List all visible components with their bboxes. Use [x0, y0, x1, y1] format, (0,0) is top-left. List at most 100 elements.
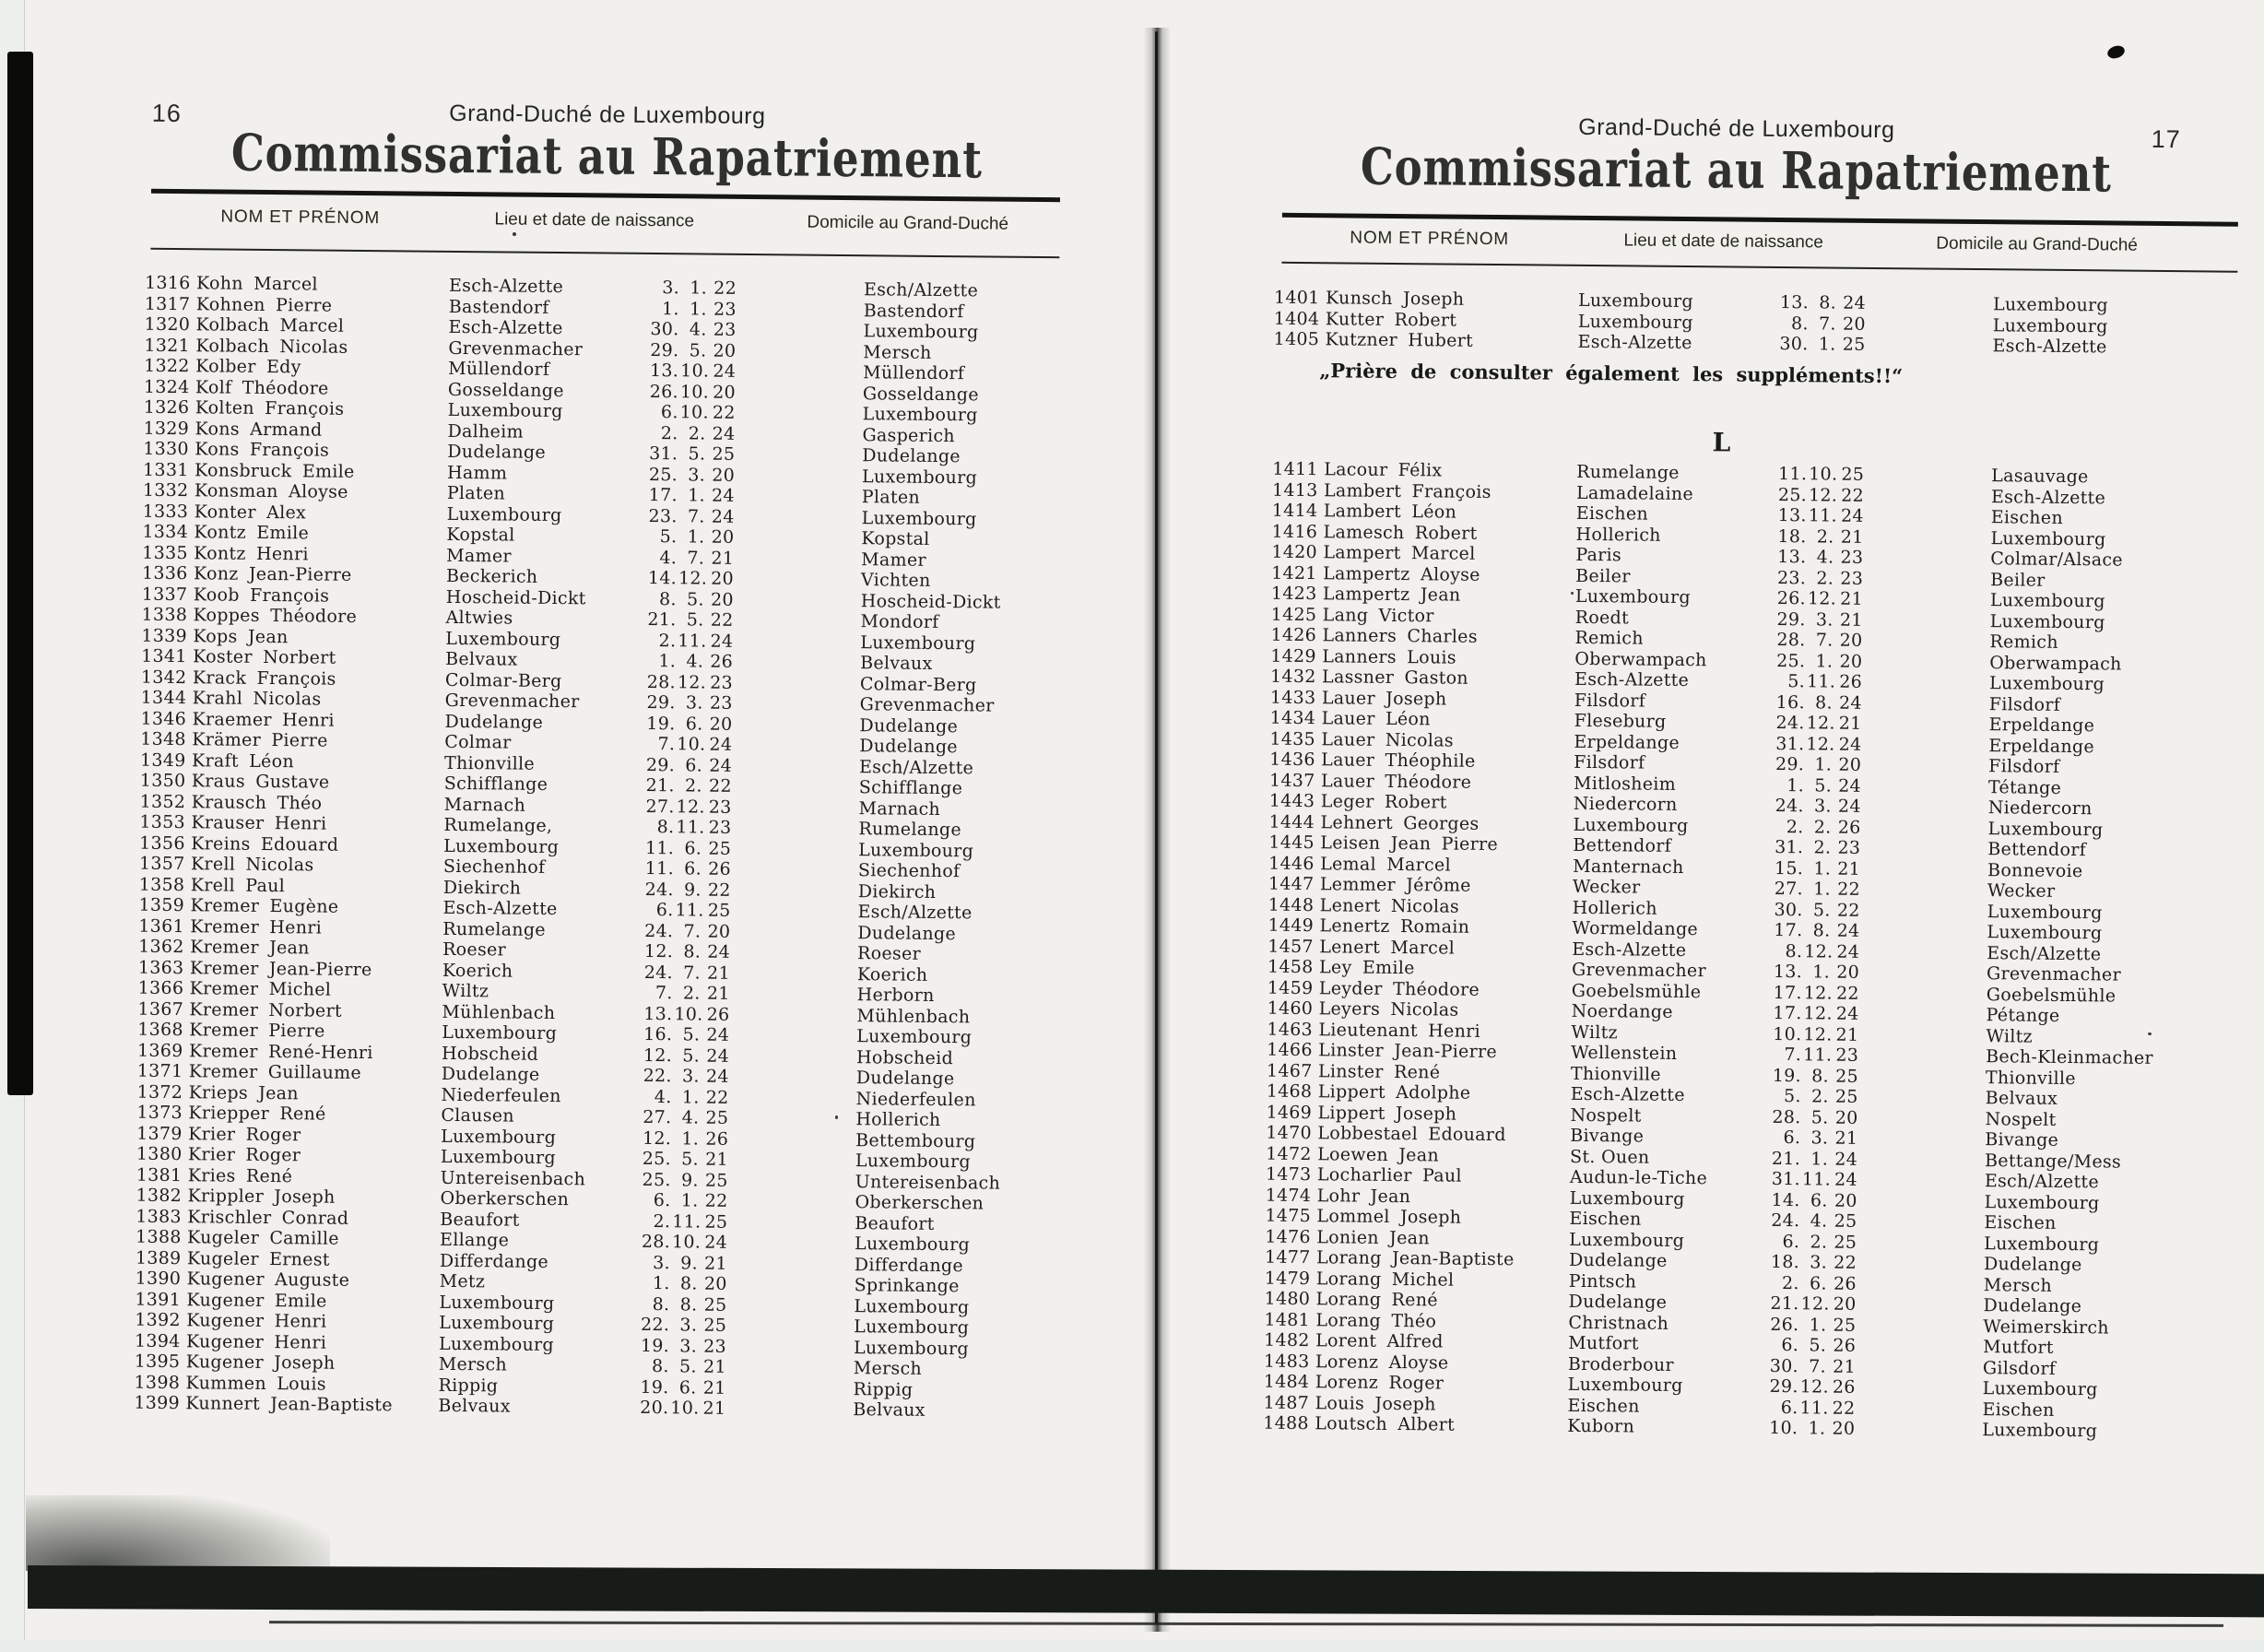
birth-year: 21	[706, 983, 730, 1004]
birth-place: Eischen	[1567, 1395, 1640, 1417]
birth-place: Luxembourg	[439, 1292, 555, 1314]
birth-day: 26.	[1776, 587, 1807, 609]
birth-year: 21	[702, 1377, 726, 1398]
birth-month: 1.	[688, 485, 705, 506]
birth-day: 8.	[1785, 940, 1803, 962]
birth-place: Gosseldange	[447, 379, 564, 401]
row-number: 1482	[1264, 1329, 1310, 1351]
person-name: Lommel Joseph	[1316, 1206, 1462, 1228]
person-name: Lorenz Aloyse	[1315, 1351, 1449, 1374]
birth-year: 26	[1832, 1376, 1856, 1398]
birth-year: 24	[1837, 796, 1861, 817]
row-number: 1373	[136, 1102, 183, 1124]
domicile: Luxembourg	[1992, 294, 2109, 316]
table-body-top: 1401 Kunsch Joseph Luxembourg 13. 8. 24 Luxemb…	[1273, 288, 2242, 360]
birth-year: 24	[706, 1045, 730, 1067]
birth-place: Siechenhof	[442, 856, 546, 878]
domicile: Hollerich	[855, 1109, 941, 1131]
birth-year: 26	[708, 858, 732, 879]
birth-day: 5.	[1783, 1086, 1801, 1107]
birth-day: 13.	[1779, 291, 1810, 313]
scan-artifact-dot	[2105, 43, 2127, 61]
person-name: Lampertz Jean	[1322, 584, 1461, 606]
birth-month: 2.	[1810, 1086, 1829, 1107]
person-name: Lobbestael Edouard	[1317, 1123, 1506, 1146]
birth-day: 6.	[1783, 1127, 1801, 1149]
birth-month: 8.	[679, 1273, 698, 1294]
row-number: 1324	[143, 376, 190, 397]
birth-month: 7.	[687, 505, 705, 527]
birth-month: 11.	[1801, 1169, 1832, 1190]
domicile: Oberwampach	[1989, 652, 2122, 675]
person-name: Linster Jean-Pierre	[1318, 1040, 1498, 1063]
birth-day: 28.	[641, 1231, 671, 1253]
domicile: Dudelange	[859, 714, 959, 737]
birth-day: 25.	[1777, 484, 1808, 505]
row-number: 1448	[1268, 894, 1315, 915]
birth-place: Untereisenbach	[440, 1167, 586, 1189]
row-number: 1476	[1265, 1226, 1311, 1247]
person-name: Kremer René-Henri	[188, 1040, 373, 1063]
birth-month: 5.	[1814, 774, 1833, 796]
birth-year: 21	[702, 1356, 726, 1377]
birth-place: Luxembourg	[1569, 1187, 1685, 1210]
domicile: Hoscheid-Dickt	[860, 590, 1001, 613]
birth-year: 24	[1836, 920, 1860, 941]
birth-place: Esch-Alzette	[448, 275, 564, 298]
birth-year: 26	[1833, 1335, 1857, 1356]
birth-day: 13.	[643, 1003, 673, 1024]
person-name: Kolber Edy	[195, 356, 301, 378]
birth-month: 6.	[684, 858, 702, 879]
birth-day: 6.	[1780, 1397, 1798, 1418]
person-name: Kutzner Hubert	[1325, 329, 1474, 351]
row-number: 1460	[1267, 997, 1314, 1020]
birth-year: 21	[1839, 609, 1863, 631]
birth-month: 10.	[677, 734, 706, 755]
birth-year: 24	[710, 631, 734, 652]
birth-place: Oberkerschen	[440, 1187, 570, 1210]
birth-day: 8.	[1790, 313, 1809, 334]
birth-year: 20	[703, 1273, 727, 1294]
domicile: Luxembourg	[863, 321, 979, 343]
domicile: Belvaux	[860, 653, 933, 674]
birth-month: 5.	[688, 443, 706, 465]
birth-year: 20	[709, 714, 733, 735]
person-name: Kugeler Ernest	[186, 1247, 330, 1270]
birth-day: 11.	[1778, 463, 1808, 485]
domicile: Wecker	[1987, 880, 2056, 902]
birth-day: 1.	[652, 1273, 670, 1294]
domicile: Gasperich	[862, 424, 956, 446]
row-number: 1379	[136, 1123, 183, 1144]
domicile: Esch/Alzette	[857, 902, 973, 924]
birth-year: 23	[708, 796, 732, 818]
person-name: Kohn Marcel	[195, 273, 318, 295]
row-number: 1425	[1270, 604, 1317, 625]
table-body: 1316 Kohn Marcel Esch-Alzette 3. 1. 22 Esch/Al…	[134, 273, 1113, 1423]
birth-month: 2.	[1810, 1231, 1828, 1253]
person-name: Lonien Jean	[1316, 1226, 1430, 1248]
birth-day: 24.	[644, 879, 674, 900]
birth-month: 2.	[688, 422, 706, 444]
birth-day: 13.	[649, 360, 679, 382]
birth-day: 19.	[640, 1335, 670, 1356]
birth-year: 22	[712, 402, 736, 423]
birth-place: Thionville	[1570, 1063, 1661, 1085]
birth-month: 1.	[681, 1127, 700, 1150]
birth-place: Filsdorf	[1574, 751, 1645, 773]
birth-day: 30.	[1779, 333, 1809, 355]
scan-artifact-bottom-band	[28, 1565, 2264, 1618]
person-name: Lohr Jean	[1316, 1185, 1411, 1207]
birth-day: 6.	[660, 402, 678, 423]
birth-day: 1.	[658, 651, 677, 672]
birth-day: 18.	[1770, 1251, 1800, 1273]
birth-place: Goebelsmühle	[1571, 980, 1702, 1002]
row-number: 1335	[142, 542, 188, 563]
birth-year: 23	[708, 817, 732, 838]
birth-month: 6.	[685, 754, 703, 776]
row-number: 1420	[1271, 541, 1318, 563]
birth-month: 12.	[678, 568, 708, 589]
birth-month: 1.	[1815, 650, 1834, 672]
birth-day: 6.	[653, 1190, 671, 1211]
birth-place: Esch-Alzette	[1577, 331, 1692, 354]
birth-month: 1.	[1818, 334, 1836, 355]
